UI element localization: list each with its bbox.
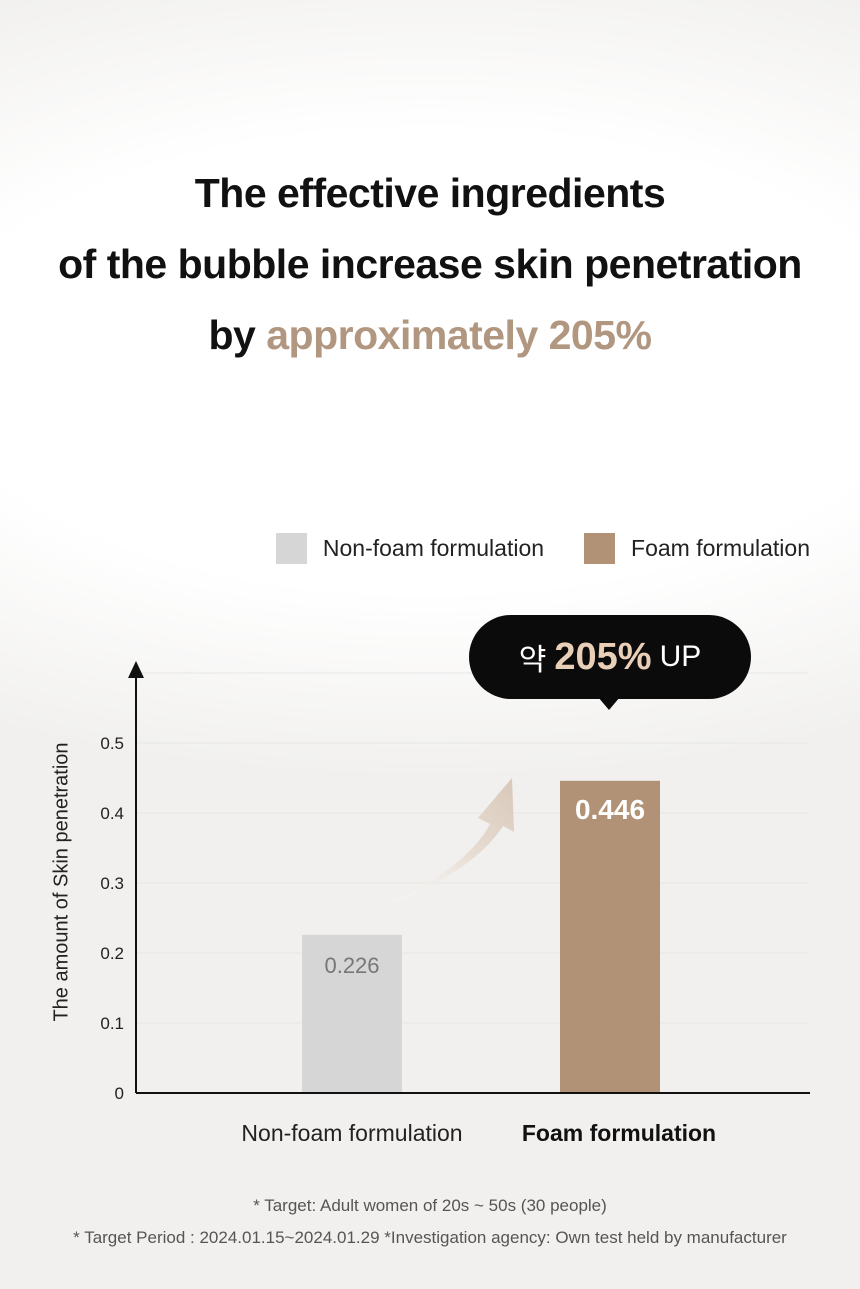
legend-swatch-non-foam [275,532,307,564]
bar-chart: 0 0.1 0.2 0.3 0.4 0.5 0.226 0.446 [100,661,810,1103]
headline-prefix: by [208,312,267,358]
callout-value: 205% [554,635,652,678]
footnote-period: * Target Period : 2024.01.15~2024.01.29 … [73,1228,787,1247]
legend-swatch-foam [584,532,616,564]
bar-non-foam [302,934,402,1093]
legend-item-non-foam: Non-foam formulation [275,532,545,564]
bar-value-label: 0.446 [575,794,645,825]
bar-foam [560,780,660,1093]
x-category-non-foam: Non-foam formulation [241,1120,463,1146]
increase-callout: 약 205% UP [469,615,751,699]
y-axis-arrow-icon [128,661,144,678]
headline: The effective ingredients of the bubble … [0,158,860,371]
legend-item-foam: Foam formulation [584,532,810,564]
callout-prefix: 약 [518,644,547,677]
headline-line-1: The effective ingredients [194,170,666,216]
callout-pointer [598,697,620,710]
footnote-target: * Target: Adult women of 20s ~ 50s (30 p… [253,1196,607,1215]
y-tick-label: 0.3 [100,874,124,893]
y-axis-title: The amount of Skin penetration [50,742,73,1022]
y-tick-label: 0.2 [100,944,124,963]
headline-line-3: by approximately 205% [0,300,860,371]
headline-accent: approximately 205% [266,312,652,358]
chart-legend: Non-foam formulation Foam formulation [275,532,810,564]
y-tick-label: 0.5 [100,734,124,753]
headline-line-2: of the bubble increase skin penetration [58,241,802,287]
y-tick-label: 0.4 [100,804,124,823]
callout-suffix: UP [659,640,702,673]
legend-label-foam: Foam formulation [631,534,810,561]
legend-label-non-foam: Non-foam formulation [322,534,545,561]
trend-arrow [373,778,514,910]
y-tick-label: 0.1 [100,1014,124,1033]
y-tick-label: 0 [115,1084,124,1103]
bar-value-label: 0.226 [324,953,379,978]
x-category-foam: Foam formulation [521,1120,717,1146]
